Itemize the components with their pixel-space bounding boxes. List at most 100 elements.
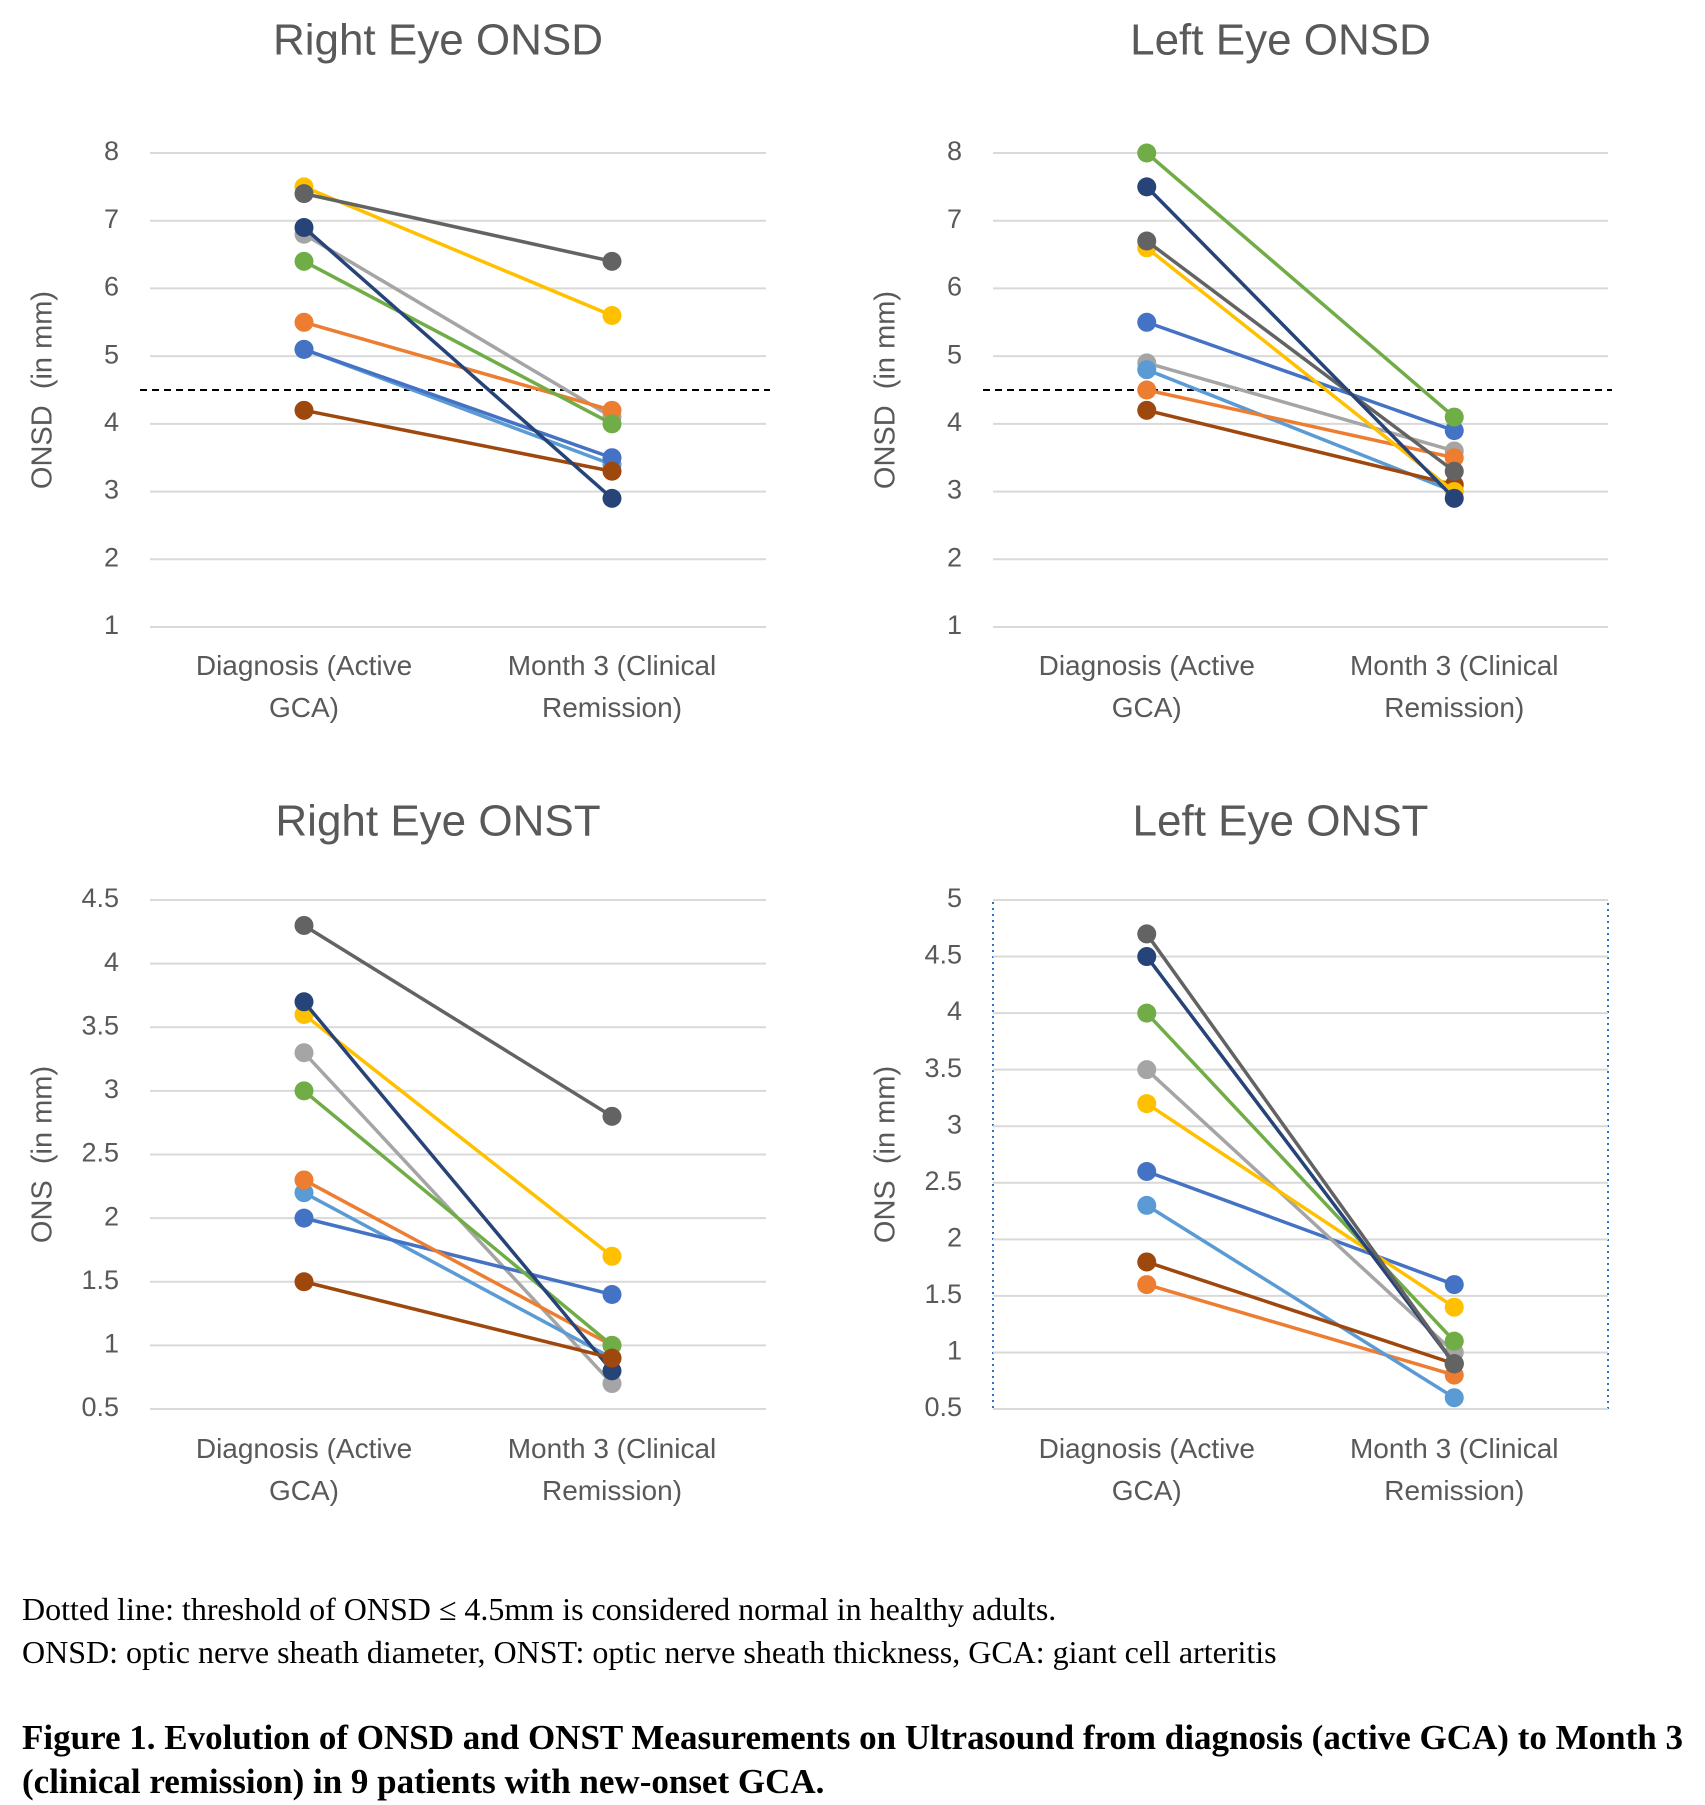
- y-tick-label: 5: [947, 883, 962, 913]
- y-tick-label: 3: [104, 1074, 119, 1104]
- point: [294, 1170, 314, 1190]
- y-tick-label: 6: [947, 272, 962, 302]
- point: [1137, 312, 1157, 332]
- chart-title: Left Eye ONST: [1133, 797, 1429, 846]
- point: [1137, 1275, 1157, 1295]
- series-line: [303, 259, 613, 426]
- point: [1444, 1388, 1464, 1408]
- point: [1137, 1094, 1157, 1114]
- series-line: [1146, 408, 1455, 487]
- y-tick-label: 2: [947, 542, 962, 572]
- chart-title: Right Eye ONSD: [273, 16, 603, 65]
- y-tick-label: 5: [947, 339, 962, 369]
- point: [602, 1348, 622, 1368]
- y-tick-label: 5: [104, 339, 119, 369]
- x-tick-label: Month 3 (Clinical Remission): [1349, 650, 1559, 723]
- point: [294, 251, 314, 271]
- y-tick-label: 1: [104, 1329, 119, 1359]
- series-line: [1145, 1203, 1456, 1400]
- y-tick-label: 0.5: [81, 1392, 119, 1422]
- y-tick-label: 2.5: [924, 1166, 962, 1196]
- point: [1137, 231, 1157, 251]
- x-tick-label-box: Month 3 (Clinical Remission): [507, 1433, 717, 1506]
- y-tick-label: 7: [104, 204, 119, 234]
- selection-border: [992, 899, 1609, 1410]
- series-line: [303, 1178, 613, 1347]
- y-tick-label: 6: [104, 272, 119, 302]
- series-line: [1145, 932, 1456, 1365]
- note: Dotted line: threshold of ONSD ≤ 4.5mm i…: [22, 1591, 1057, 1627]
- series-line: [303, 1191, 613, 1360]
- point: [294, 312, 314, 332]
- y-tick-label: 4: [947, 996, 962, 1026]
- series-line: [1145, 1068, 1456, 1354]
- y-tick-label: 3: [947, 1109, 962, 1139]
- series-line: [1145, 955, 1456, 1365]
- chart-title: Left Eye ONSD: [1130, 16, 1431, 65]
- x-tick-label: Diagnosis (Active GCA): [1038, 650, 1255, 723]
- series-line: [303, 232, 613, 419]
- x-tick-label-box: Month 3 (Clinical Remission): [507, 650, 717, 723]
- x-tick-label: Diagnosis (Active GCA): [195, 650, 413, 723]
- y-tick-label: 4.5: [81, 883, 119, 913]
- series-line: [303, 185, 613, 318]
- series-line: [1146, 1260, 1455, 1366]
- point: [294, 339, 314, 359]
- x-tick-label-box: Month 3 (Clinical Remission): [1349, 650, 1559, 723]
- x-tick-label: Month 3 (Clinical Remission): [507, 650, 717, 723]
- point: [1137, 1195, 1157, 1215]
- x-tick-label-box: Diagnosis (Active GCA): [195, 650, 413, 723]
- y-tick-label: 0.5: [924, 1392, 962, 1422]
- x-tick-label-box: Diagnosis (Active GCA): [1038, 1433, 1255, 1506]
- point: [1137, 1161, 1157, 1181]
- point: [1444, 488, 1464, 508]
- y-axis-title: ONS (in mm): [870, 1066, 902, 1243]
- point: [1444, 1354, 1464, 1374]
- caption: Figure 1. Evolution of ONSD and ONST Mea…: [22, 1718, 1683, 1801]
- charts: Right Eye ONSD ONSD (in mm) 1 2 3 4 5 6 7 8 Diagno…: [27, 16, 1612, 1506]
- series-line: [302, 226, 614, 500]
- y-tick-label: 3: [947, 475, 962, 505]
- series-line: [303, 191, 613, 264]
- point: [602, 448, 622, 468]
- point: [602, 461, 622, 481]
- x-tick-label: Month 3 (Clinical Remission): [507, 1433, 717, 1506]
- series-line: [1145, 239, 1456, 473]
- y-axis-title: ONS (in mm): [27, 1066, 59, 1243]
- y-tick-label: 3: [104, 475, 119, 505]
- x-tick-label: Diagnosis (Active GCA): [1038, 1433, 1255, 1506]
- series-line: [1146, 1282, 1455, 1377]
- point: [602, 306, 622, 326]
- point: [1137, 1060, 1157, 1080]
- series-line: [1145, 151, 1456, 419]
- y-tick-label: 2: [947, 1222, 962, 1252]
- series-line: [303, 408, 613, 473]
- chart-title: Right Eye ONST: [275, 797, 600, 846]
- y-tick-label: 3.5: [81, 1010, 119, 1040]
- series-line: [303, 923, 613, 1118]
- point: [1137, 177, 1157, 197]
- point: [294, 915, 314, 935]
- series-line: [303, 347, 613, 460]
- point: [294, 1272, 314, 1292]
- series-line: [1146, 1169, 1455, 1287]
- point: [1444, 448, 1464, 468]
- point: [294, 1208, 314, 1228]
- series-line: [1145, 1011, 1456, 1343]
- point: [602, 400, 622, 420]
- point: [1137, 360, 1157, 380]
- x-tick-label: Diagnosis (Active GCA): [195, 1433, 413, 1506]
- y-tick-label: 8: [947, 136, 962, 166]
- point: [602, 1246, 622, 1266]
- point: [1137, 1003, 1157, 1023]
- point: [294, 1043, 314, 1063]
- point: [1137, 400, 1157, 420]
- point: [294, 400, 314, 420]
- y-tick-label: 1: [947, 610, 962, 640]
- series-line: [1146, 320, 1455, 433]
- x-tick-label: Month 3 (Clinical Remission): [1349, 1433, 1559, 1506]
- series-line: [1145, 1102, 1456, 1309]
- x-tick-label-box: Month 3 (Clinical Remission): [1349, 1433, 1559, 1506]
- point: [1137, 1252, 1157, 1272]
